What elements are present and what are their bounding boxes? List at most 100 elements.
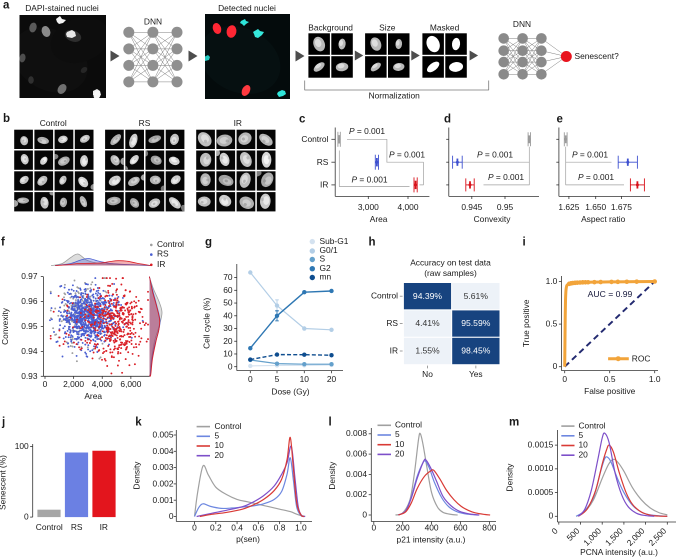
svg-text:IR: IR [100,522,108,532]
svg-text:Area: Area [84,391,102,401]
svg-text:0.93: 0.93 [21,371,38,381]
svg-text:h: h [369,237,376,249]
svg-text:0.94: 0.94 [21,346,38,356]
svg-text:0.0010: 0.0010 [528,463,554,473]
svg-text:Size: Size [379,23,396,33]
svg-text:0: 0 [362,509,367,519]
svg-text:Dose (Gy): Dose (Gy) [271,387,309,397]
svg-text:20: 20 [395,449,405,459]
svg-text:Control: Control [579,420,606,430]
svg-text:j: j [1,417,5,429]
svg-text:RS: RS [139,118,151,128]
svg-text:IR: IR [234,118,242,128]
svg-text:Control: Control [395,420,422,430]
svg-text:mn: mn [320,272,332,282]
svg-text:Background: Background [308,23,353,33]
svg-text:5: 5 [395,429,400,439]
svg-text:98.45%: 98.45% [461,346,491,356]
svg-text:20: 20 [223,336,233,346]
svg-text:P = 0.001: P = 0.001 [488,172,524,182]
svg-text:RS: RS [157,249,169,259]
svg-text:Area: Area [370,214,388,224]
svg-text:0: 0 [553,361,558,371]
svg-text:0: 0 [43,379,48,389]
svg-text:c: c [299,113,306,125]
svg-text:True positive: True positive [521,299,531,347]
svg-text:94.39%: 94.39% [413,291,443,301]
svg-text:No: No [422,369,433,379]
svg-text:0.003: 0.003 [153,462,174,472]
svg-text:IR: IR [320,180,328,190]
svg-text:0.4: 0.4 [231,522,243,532]
svg-text:0.96: 0.96 [21,296,38,306]
svg-text:IR: IR [390,345,398,355]
svg-text:40: 40 [223,310,233,320]
svg-text:PCNA intensity (a.u.): PCNA intensity (a.u.) [580,547,658,557]
svg-text:0.95: 0.95 [497,202,514,212]
svg-text:False positive: False positive [584,386,636,396]
svg-text:1.55%: 1.55% [415,346,440,356]
svg-text:20: 20 [579,449,589,459]
svg-text:0.004: 0.004 [346,469,367,479]
svg-text:3,000: 3,000 [358,202,379,212]
svg-text:m: m [509,417,519,429]
svg-text:70: 70 [223,272,233,282]
svg-text:0: 0 [228,361,233,371]
svg-text:800: 800 [482,522,496,532]
svg-text:1.0: 1.0 [295,522,307,532]
svg-text:1.625: 1.625 [558,202,579,212]
svg-text:G0/1: G0/1 [320,245,338,255]
svg-text:Control: Control [301,134,328,144]
svg-text:0.2: 0.2 [210,522,222,532]
svg-text:P = 0.001: P = 0.001 [351,174,387,184]
svg-text:p(sen): p(sen) [236,534,260,544]
svg-text:RS: RS [317,157,329,167]
svg-text:Accuracy on test data: Accuracy on test data [410,257,491,267]
svg-text:0: 0 [371,522,376,532]
svg-text:0.002: 0.002 [153,479,174,489]
svg-text:DNN: DNN [513,19,531,29]
svg-text:50: 50 [223,298,233,308]
svg-text:IR: IR [157,259,165,269]
svg-text:0.945: 0.945 [461,202,482,212]
svg-text:P = 0.001: P = 0.001 [572,149,608,159]
svg-text:0: 0 [24,512,29,522]
svg-text:Senescent?: Senescent? [575,51,620,61]
svg-text:4,000: 4,000 [398,202,419,212]
svg-text:95.59%: 95.59% [461,318,491,328]
svg-text:Convexity: Convexity [0,307,10,345]
svg-text:10: 10 [215,440,225,450]
svg-text:(raw samples): (raw samples) [424,268,477,278]
svg-text:i: i [523,237,526,249]
svg-text:ROC: ROC [632,354,651,364]
svg-text:30: 30 [223,323,233,333]
svg-text:10: 10 [395,439,405,449]
svg-text:1.0: 1.0 [546,276,558,286]
svg-text:a: a [3,0,10,12]
svg-text:1.675: 1.675 [611,202,632,212]
svg-text:Density: Density [132,461,142,490]
svg-text:b: b [3,113,10,125]
svg-text:l: l [329,417,332,429]
svg-text:Density: Density [505,463,515,492]
svg-text:4,000: 4,000 [92,379,113,389]
svg-text:10: 10 [300,374,310,384]
svg-text:0: 0 [169,511,174,521]
svg-text:k: k [135,417,142,429]
svg-text:0: 0 [562,374,567,384]
svg-text:d: d [444,113,451,125]
svg-text:600: 600 [454,522,468,532]
svg-text:P = 0.001: P = 0.001 [578,172,614,182]
svg-text:0.005: 0.005 [153,430,174,440]
svg-text:0: 0 [549,511,554,521]
svg-text:0.6: 0.6 [252,522,264,532]
svg-text:20: 20 [215,450,225,460]
svg-text:100: 100 [15,441,29,451]
svg-text:0.006: 0.006 [346,449,367,459]
svg-text:S: S [320,254,326,264]
svg-text:Aspect ratio: Aspect ratio [581,214,626,224]
svg-text:P = 0.001: P = 0.001 [389,149,425,159]
svg-text:AUC = 0.99: AUC = 0.99 [588,289,633,299]
svg-text:0.0005: 0.0005 [528,487,554,497]
svg-text:Normalization: Normalization [369,91,421,101]
